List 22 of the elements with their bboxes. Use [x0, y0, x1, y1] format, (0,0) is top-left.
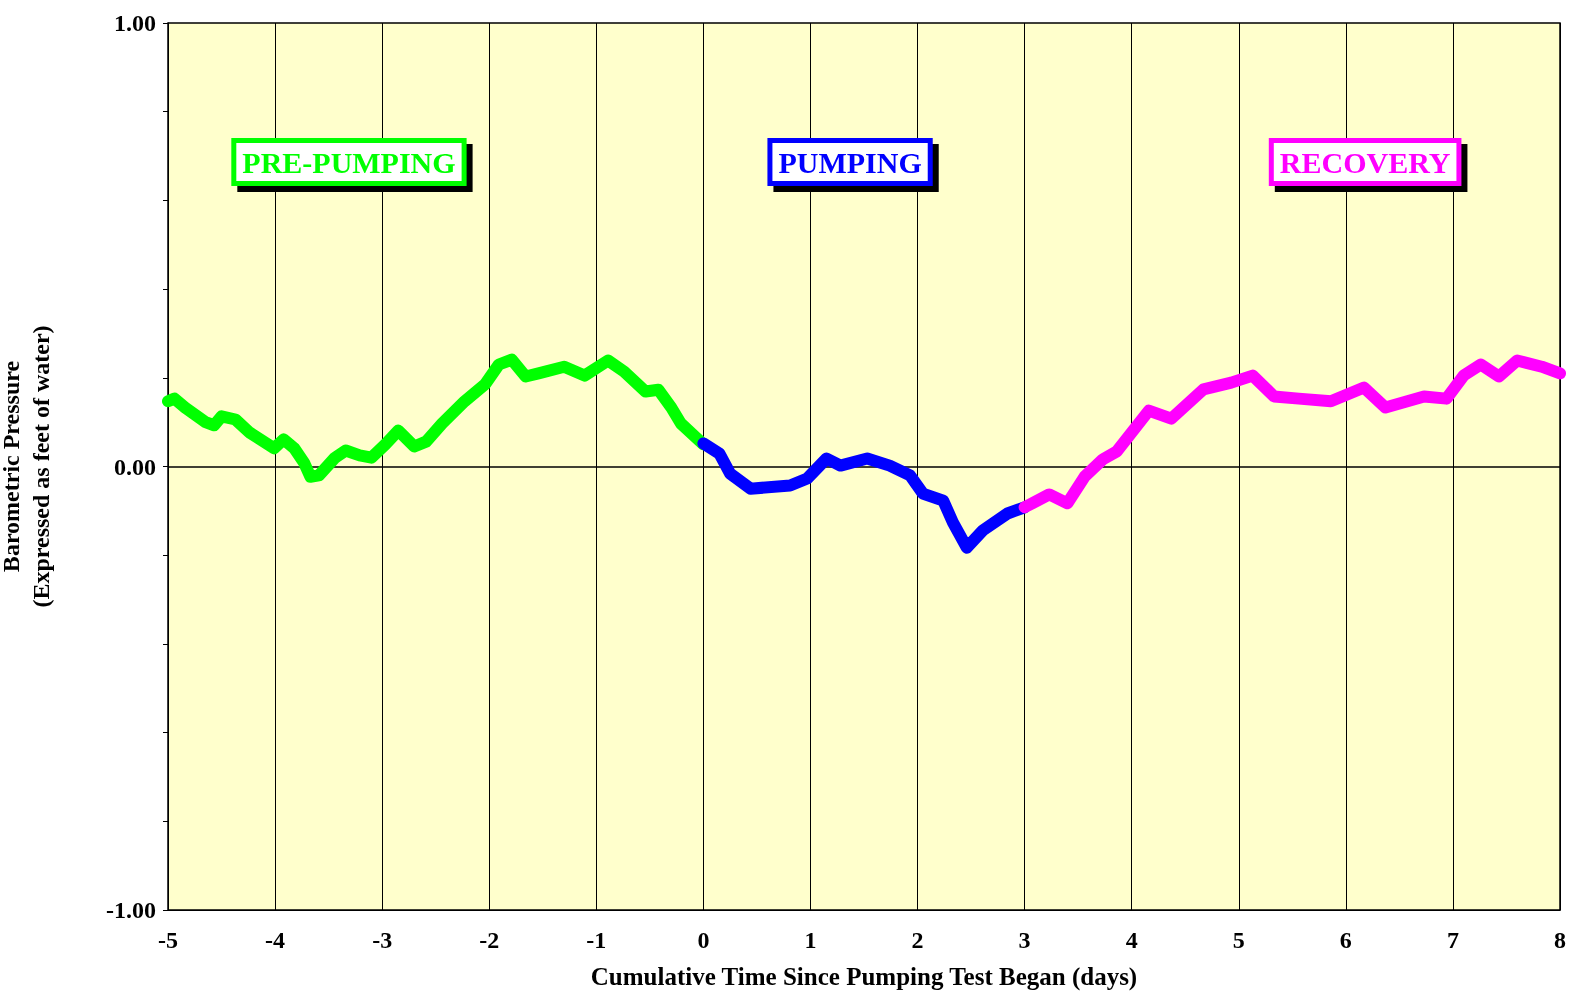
y-axis-title: Barometric Pressure (Expressed as feet of water): [0, 325, 54, 608]
y-tick-label: 1.00: [114, 10, 156, 36]
x-tick-label: 0: [697, 927, 710, 953]
x-tick-label: 6: [1339, 927, 1352, 953]
x-tick-label: 5: [1232, 927, 1245, 953]
x-tick-label: 7: [1446, 927, 1459, 953]
y-tick-label: 0.00: [114, 453, 156, 480]
x-tick-label: -3: [372, 927, 393, 953]
y-tick-label: -1.00: [106, 897, 156, 923]
text: RECOVERY: [1279, 145, 1451, 179]
x-tick-label: -2: [479, 927, 500, 953]
x-tick-label: 3: [1018, 927, 1031, 953]
x-tick-label: 1: [804, 927, 817, 953]
x-tick-label: 2: [911, 927, 924, 953]
text: PRE-PUMPING: [242, 145, 456, 179]
x-tick-label: -4: [265, 927, 286, 953]
x-tick-label: 4: [1125, 927, 1138, 953]
x-tick-label: -1: [586, 927, 607, 953]
text: PUMPING: [778, 145, 922, 179]
x-axis-title: Cumulative Time Since Pumping Test Began (days): [590, 963, 1138, 991]
x-tick-label: 8: [1554, 927, 1566, 953]
x-tick-label: -5: [158, 927, 178, 953]
